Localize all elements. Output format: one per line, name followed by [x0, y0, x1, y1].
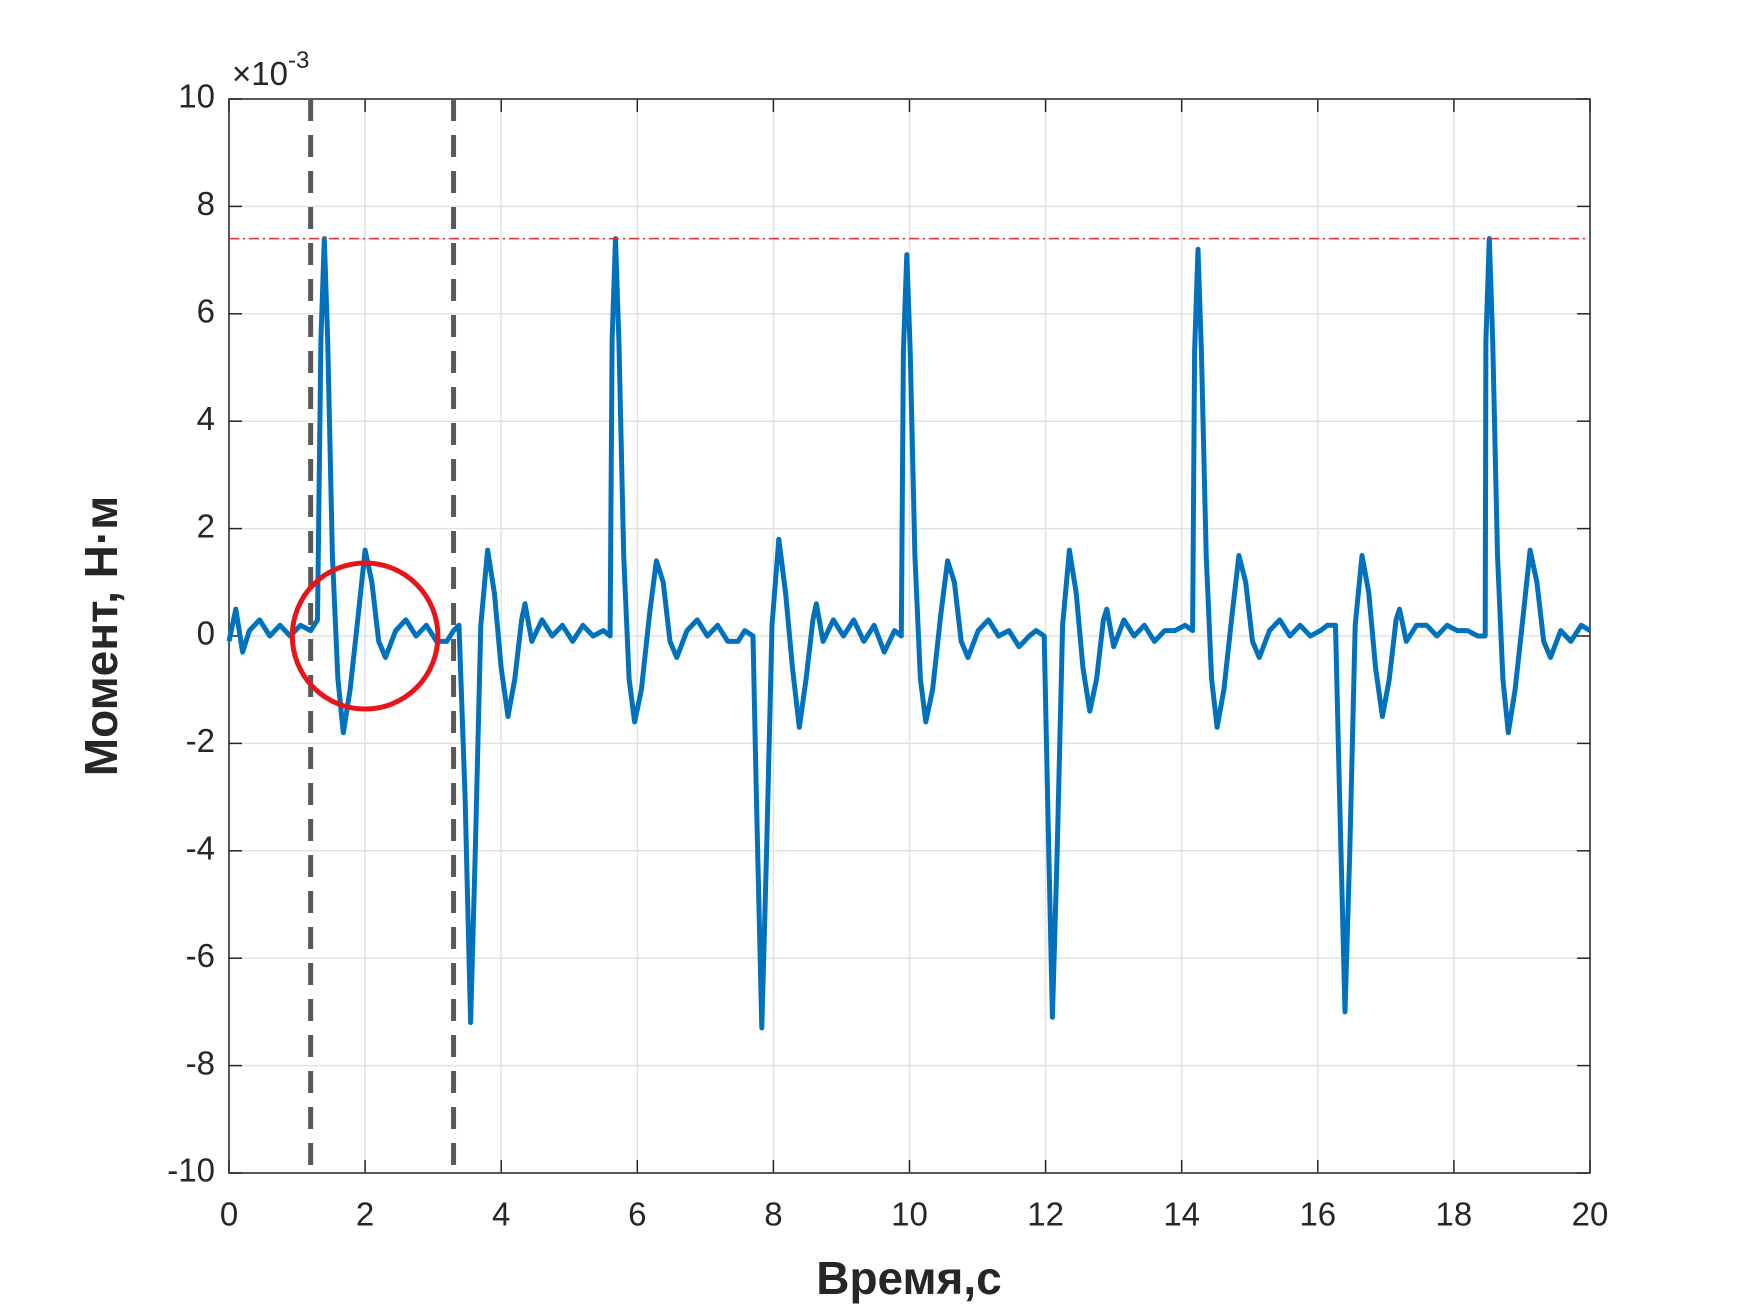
- y-tick-label: -10: [167, 1152, 215, 1189]
- y-tick-label: -8: [186, 1044, 215, 1081]
- x-tick-label: 16: [1299, 1196, 1336, 1233]
- x-tick-label: 18: [1436, 1196, 1473, 1233]
- y-multiplier: ×10-3: [232, 47, 309, 91]
- multiplier-exponent: -3: [288, 47, 309, 74]
- y-tick-label: 6: [197, 293, 215, 330]
- y-tick-label: 4: [197, 400, 215, 437]
- x-tick-label: 12: [1027, 1196, 1064, 1233]
- x-tick-label: 14: [1163, 1196, 1200, 1233]
- y-axis-label: Момент, Н·м: [75, 496, 127, 776]
- y-tick-label: 2: [197, 507, 215, 544]
- y-tick-label: -6: [186, 937, 215, 974]
- x-tick-label: 20: [1572, 1196, 1609, 1233]
- x-axis-label: Время,с: [816, 1252, 1002, 1304]
- x-tick-label: 10: [891, 1196, 928, 1233]
- x-tick-label: 8: [764, 1196, 782, 1233]
- y-tick-label: 0: [197, 615, 215, 652]
- y-tick-label: 8: [197, 185, 215, 222]
- x-tick-label: 0: [220, 1196, 238, 1233]
- y-tick-label: -4: [186, 830, 215, 867]
- x-tick-label: 6: [628, 1196, 646, 1233]
- data-line: [226, 236, 1592, 1031]
- x-tick-label: 4: [492, 1196, 510, 1233]
- y-tick-label: 10: [178, 78, 215, 115]
- x-tick-label: 2: [356, 1196, 374, 1233]
- highlight-circle: [289, 560, 441, 712]
- y-tick-label: -2: [186, 722, 215, 759]
- multiplier-base: ×10: [232, 55, 288, 92]
